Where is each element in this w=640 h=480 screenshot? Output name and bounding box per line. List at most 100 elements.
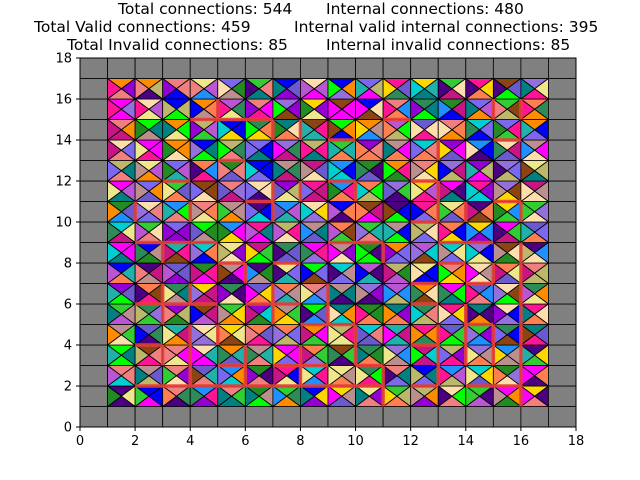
tile-triangle [217, 241, 233, 264]
border-cell [548, 344, 577, 366]
tile-triangle [355, 159, 371, 182]
tile-triangle [300, 385, 315, 408]
y-tick-label: 18 [55, 52, 72, 67]
tile-triangle [355, 118, 371, 141]
tile-triangle [410, 77, 426, 100]
tile-triangle [162, 200, 178, 223]
tile-triangle [382, 139, 398, 162]
invalid-connections [133, 99, 523, 407]
border-cell [548, 283, 577, 305]
tile-triangle [272, 344, 288, 367]
border-cell [79, 221, 108, 243]
tile-triangle [520, 221, 536, 244]
tile-triangle [107, 344, 123, 367]
tile-triangle [410, 303, 426, 326]
tile-triangle [410, 200, 426, 223]
tile-triangle [107, 323, 123, 346]
tile-triangle [189, 77, 205, 100]
border-cell [548, 262, 577, 284]
border-cell [79, 98, 108, 120]
tile-triangle [189, 385, 205, 408]
tile-triangle [327, 118, 343, 141]
border-cell [79, 201, 108, 223]
border-cell [548, 160, 577, 182]
border-cell [410, 406, 439, 428]
y-tick-label: 16 [55, 93, 72, 108]
tile-triangle [244, 200, 260, 223]
tile-triangle [327, 241, 343, 264]
border-cell [300, 406, 329, 428]
tile-triangle [189, 180, 205, 203]
title-total-valid-connections: Total Valid connections: 459 [33, 18, 251, 36]
tile-triangle [492, 385, 508, 408]
x-tick-label: 4 [186, 434, 194, 449]
tile-triangle [107, 364, 123, 387]
tile-triangle [272, 98, 288, 121]
tile-triangle [107, 98, 123, 121]
tile-triangle [382, 344, 398, 367]
tile-triangle [437, 385, 453, 408]
x-tick-label: 0 [76, 434, 84, 449]
tile-triangle [107, 180, 123, 203]
tile-triangle [217, 364, 233, 387]
border-cell [520, 57, 549, 79]
tile-triangle [382, 282, 398, 305]
tile-triangle [327, 323, 343, 346]
tile-triangle [520, 159, 536, 182]
tile-triangle [217, 77, 233, 100]
tile-triangle [327, 200, 343, 223]
border-cell [272, 57, 301, 79]
tile-triangle [437, 77, 453, 100]
x-tick-label: 2 [131, 434, 139, 449]
tile-triangle [410, 241, 426, 264]
border-cell [548, 406, 577, 428]
tile-triangle [492, 200, 508, 223]
border-cell [492, 406, 522, 428]
tile-triangle [217, 262, 233, 285]
title-internal-invalid-connections: Internal invalid connections: 85 [326, 36, 570, 54]
tile-triangle [382, 118, 398, 141]
tile-triangle [217, 282, 233, 305]
tile-triangle [382, 200, 398, 223]
border-cell [162, 406, 191, 428]
tile-triangle [134, 262, 150, 285]
tile-triangle [300, 282, 315, 305]
tile-triangle [492, 159, 508, 182]
border-cell [355, 406, 384, 428]
border-cell [465, 406, 494, 428]
tile-triangle [107, 118, 123, 141]
tile-triangle [272, 262, 288, 285]
tile-triangle [162, 323, 178, 346]
border-cell [548, 139, 577, 161]
tile-triangle [437, 241, 453, 264]
border-cell [548, 303, 577, 325]
tile-triangle [520, 139, 536, 162]
tile-triangle [272, 221, 288, 244]
tile-triangle [162, 77, 178, 100]
tile-triangle [327, 98, 343, 121]
tile-triangle [217, 139, 233, 162]
tile-triangle [300, 221, 315, 244]
tile-triangle [492, 118, 508, 141]
tile-triangle [520, 180, 536, 203]
tile-triangle [465, 159, 481, 182]
tile-triangle [465, 221, 481, 244]
tile-triangle [382, 159, 398, 182]
tile-triangle [189, 221, 205, 244]
y-tick-label: 6 [64, 298, 72, 313]
border-cell [382, 57, 412, 79]
tile-triangle [355, 200, 371, 223]
tile-triangle [492, 139, 508, 162]
tile-triangle [492, 180, 508, 203]
tile-triangle [382, 303, 398, 326]
tile-triangle [382, 221, 398, 244]
tile-triangle [134, 344, 150, 367]
border-cell [134, 406, 164, 428]
border-cell [189, 57, 219, 79]
border-cell [548, 365, 577, 387]
border-cell [79, 57, 108, 79]
border-cell [548, 221, 577, 243]
border-cell [272, 406, 301, 428]
border-cell [134, 57, 164, 79]
tile-triangle [300, 77, 315, 100]
